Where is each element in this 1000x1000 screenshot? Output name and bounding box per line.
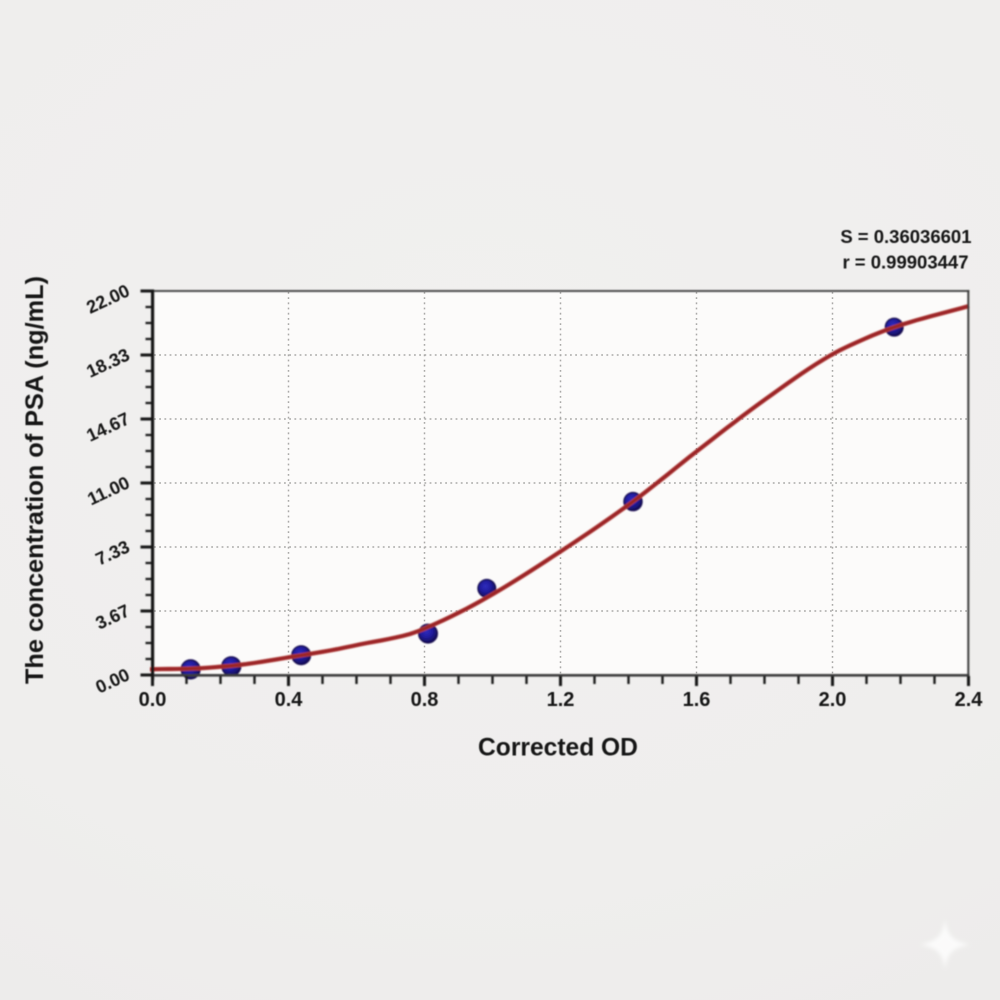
svg-text:0.8: 0.8 xyxy=(411,689,439,711)
svg-text:22.00: 22.00 xyxy=(83,280,132,317)
svg-text:1.2: 1.2 xyxy=(547,689,575,711)
svg-text:2.0: 2.0 xyxy=(819,689,847,711)
svg-text:3.67: 3.67 xyxy=(92,600,132,633)
svg-text:2.4: 2.4 xyxy=(955,689,984,711)
svg-text:0.4: 0.4 xyxy=(275,689,304,711)
svg-text:11.00: 11.00 xyxy=(84,472,132,509)
svg-text:0.00: 0.00 xyxy=(92,664,132,697)
svg-text:r = 0.99903447: r = 0.99903447 xyxy=(842,252,968,273)
svg-text:The concentration of PSA (ng/m: The concentration of PSA (ng/mL) xyxy=(21,276,49,684)
svg-text:Corrected OD: Corrected OD xyxy=(478,735,638,762)
svg-text:S = 0.36036601: S = 0.36036601 xyxy=(840,226,971,247)
svg-text:1.6: 1.6 xyxy=(683,689,711,711)
svg-text:18.33: 18.33 xyxy=(83,344,132,381)
svg-text:7.33: 7.33 xyxy=(92,536,132,569)
svg-text:14.67: 14.67 xyxy=(83,408,132,445)
svg-text:0.0: 0.0 xyxy=(139,689,167,711)
